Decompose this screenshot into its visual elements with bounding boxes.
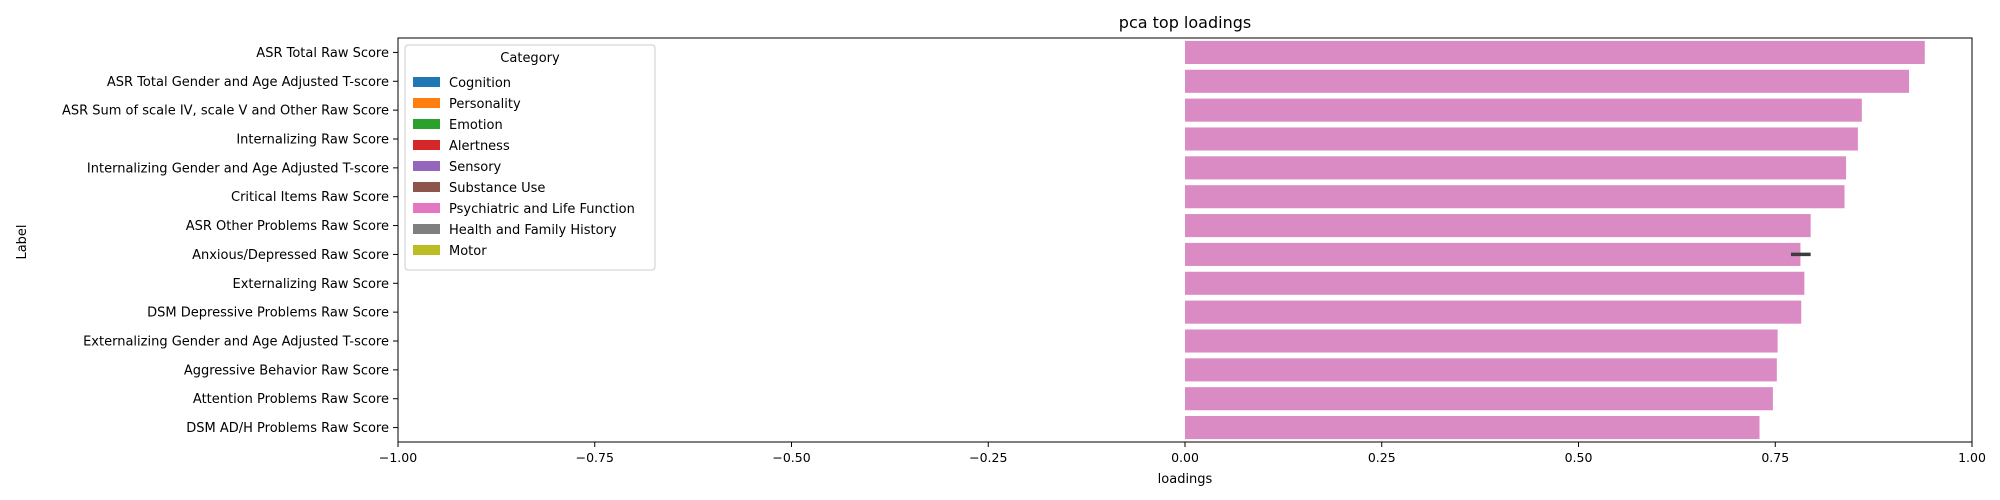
legend-item-label: Health and Family History (449, 223, 617, 238)
legend-swatch (413, 182, 440, 192)
legend-item-label: Personality (449, 97, 521, 112)
x-tick-label: −0.25 (969, 450, 1007, 465)
x-axis-ticks: −1.00 −0.75 −0.50 −0.25 0.00 0.25 0.50 0.75 1.00 (379, 442, 1986, 465)
category-label: DSM AD/H Problems Raw Score (186, 421, 389, 436)
legend-item-label: Cognition (449, 76, 511, 91)
category-label: Critical Items Raw Score (231, 190, 389, 205)
x-tick-label: 0.00 (1171, 450, 1199, 465)
legend-swatch (413, 77, 440, 87)
x-tick-label: −1.00 (379, 450, 417, 465)
legend-swatch (413, 245, 440, 255)
bar (1185, 185, 1845, 209)
legend-swatch (413, 203, 440, 213)
category-label: ASR Sum of scale IV, scale V and Other R… (62, 104, 389, 119)
category-label: ASR Other Problems Raw Score (186, 219, 389, 234)
y-axis-label: Label (15, 224, 30, 259)
x-tick-label: −0.75 (576, 450, 614, 465)
bar (1185, 127, 1858, 151)
y-axis-categories: ASR Total Raw Score ASR Total Gender and … (62, 46, 398, 436)
x-axis-label: loadings (1158, 472, 1213, 487)
legend-item-label: Alertness (449, 139, 510, 154)
x-tick-label: 1.00 (1958, 450, 1986, 465)
category-label: ASR Total Raw Score (256, 46, 389, 61)
bar (1185, 242, 1801, 266)
legend: Category Cognition Personality Emotion Alert… (404, 44, 656, 271)
bars-layer (1185, 40, 1925, 440)
category-label: Attention Problems Raw Score (193, 392, 389, 407)
category-label: DSM Depressive Problems Raw Score (147, 306, 389, 321)
x-tick-label: −0.50 (772, 450, 810, 465)
chart-title: pca top loadings (1119, 13, 1251, 32)
legend-title: Category (500, 51, 560, 66)
legend-swatch (413, 98, 440, 108)
category-label: Internalizing Gender and Age Adjusted T-… (87, 161, 389, 176)
legend-item-label: Motor (449, 244, 487, 259)
legend-swatch (413, 140, 440, 150)
legend-swatch (413, 224, 440, 234)
category-label: Internalizing Raw Score (236, 133, 389, 148)
bar (1185, 300, 1802, 324)
bar (1185, 214, 1811, 238)
bar (1185, 40, 1925, 64)
bar (1185, 271, 1805, 295)
legend-item-label: Psychiatric and Life Function (449, 202, 635, 217)
bar (1185, 156, 1847, 180)
legend-swatch (413, 161, 440, 171)
bar (1185, 98, 1862, 122)
category-label: ASR Total Gender and Age Adjusted T-scor… (107, 75, 389, 90)
bar (1185, 387, 1773, 411)
bar (1185, 69, 1910, 93)
x-tick-label: 0.75 (1761, 450, 1789, 465)
legend-item-label: Substance Use (449, 181, 545, 196)
category-label: Aggressive Behavior Raw Score (184, 363, 389, 378)
legend-box (404, 44, 656, 271)
legend-item-label: Emotion (449, 118, 503, 133)
bar (1185, 416, 1760, 440)
legend-item-label: Sensory (449, 160, 502, 175)
category-label: Anxious/Depressed Raw Score (192, 248, 389, 263)
bar (1185, 329, 1778, 353)
bar (1185, 358, 1777, 382)
legend-swatch (413, 119, 440, 129)
x-tick-label: 0.25 (1368, 450, 1396, 465)
category-label: Externalizing Raw Score (233, 277, 390, 292)
x-tick-label: 0.50 (1565, 450, 1593, 465)
category-label: Externalizing Gender and Age Adjusted T-… (83, 335, 389, 350)
